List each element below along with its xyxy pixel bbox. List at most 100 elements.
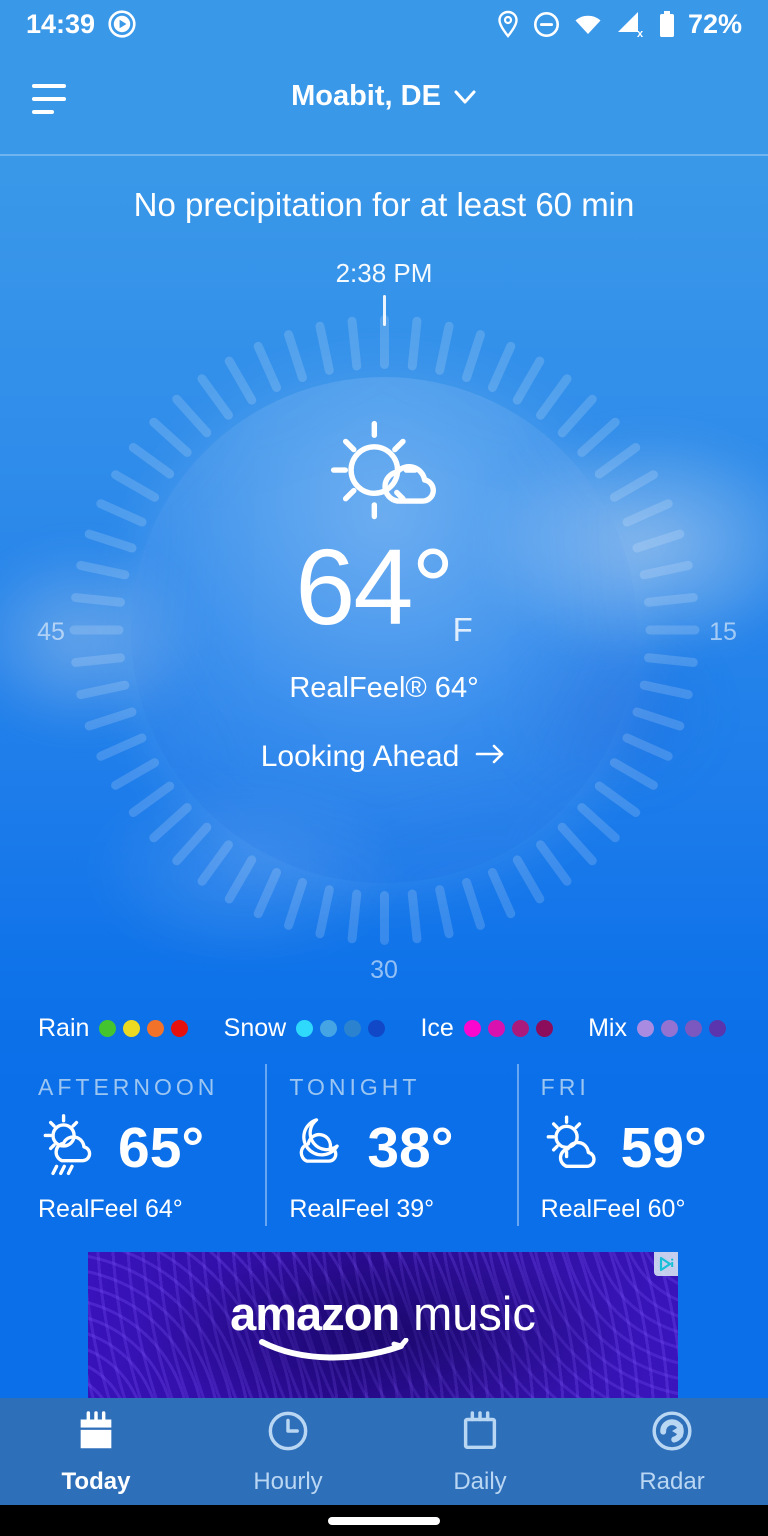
minute-tick [406,889,422,944]
moon-cloud-icon [289,1113,355,1184]
minute-tick [346,889,362,944]
minute-tick [486,340,517,394]
minute-tick [574,801,622,845]
minute-tick [222,853,258,906]
realfeel-value: RealFeel® 64° [289,672,479,704]
minute-tick [251,866,282,920]
minute-tick [510,354,546,407]
minute-tick [643,652,698,668]
minute-tick [108,468,161,504]
minute-tick [195,372,235,422]
current-time-marker [382,295,386,326]
looking-ahead-link[interactable]: Looking Ahead [0,740,768,774]
legend-dot [147,1019,165,1037]
nav-label: Today [61,1467,131,1495]
forecast-realfeel: RealFeel 64° [38,1195,183,1223]
minute-tick [126,441,176,481]
current-conditions-circle [131,377,637,883]
gesture-bar [0,1505,768,1536]
minute-tick [346,316,362,371]
calendar-icon [457,1408,503,1459]
forecast-panel-friday[interactable]: FRI 59° RealFeel 60° [516,1064,768,1226]
forecast-period: TONIGHT [289,1074,421,1100]
minute-tick [574,415,622,459]
battery-percent: 72% [687,8,742,39]
amazon-wordmark: amazon [230,1287,400,1340]
legend-dots [296,1019,386,1037]
legend-group-rain: Rain [38,1014,189,1043]
minute-tick [592,779,642,819]
minute-tick [607,468,660,504]
legend-group-mix: Mix [588,1014,726,1043]
minutecast-current-time: 2:38 PM [335,258,433,288]
legend-dot [99,1019,117,1037]
precipitation-legend: Rain Snow Ice Mix [0,1008,768,1048]
ad-banner[interactable]: amazon music [88,1252,678,1398]
minute-tick [94,497,148,528]
legend-label: Ice [420,1013,454,1042]
temperature-value: 64° [295,526,454,647]
looking-ahead-label: Looking Ahead [260,740,460,773]
minute-tick [314,884,335,940]
forecast-temp: 65° [118,1115,205,1180]
temperature-unit: F [452,611,473,648]
menu-button[interactable] [32,84,72,118]
sun-behind-cloud-icon [322,412,446,537]
chevron-down-icon [453,80,477,113]
cellular-signal-no-sim-icon: x [616,10,646,38]
legend-group-ice: Ice [420,1013,553,1043]
location-selector[interactable]: Moabit, DE [0,80,768,113]
nav-label: Radar [639,1467,705,1495]
nav-tab-today[interactable]: Today [0,1398,192,1505]
legend-label: Snow [223,1013,287,1042]
ad-choices-icon[interactable] [654,1252,678,1276]
music-wordmark: music [413,1287,536,1340]
nav-tab-radar[interactable]: Radar [576,1398,768,1505]
minute-tick [146,801,194,845]
minute-tick [195,838,235,888]
forecast-realfeel: RealFeel 60° [540,1195,686,1223]
minute-tick [169,820,213,868]
media-playing-icon [108,10,136,38]
bottom-navigation: Today Hourly Daily Radar [0,1398,768,1505]
do-not-disturb-icon [533,11,560,38]
forecast-period: FRI [540,1074,590,1100]
minute-tick [555,820,599,868]
home-pill[interactable] [328,1517,440,1525]
svg-text:x: x [637,28,644,38]
sun-cloud-rain-icon [38,1113,106,1184]
legend-dot [296,1019,314,1037]
minute-tick [620,497,674,528]
minute-tick [510,853,546,906]
battery-icon [659,10,675,38]
legend-dot [660,1019,678,1037]
legend-group-snow: Snow [224,1014,386,1043]
minute-tick [460,329,486,384]
forecast-panel-tonight[interactable]: TONIGHT 38° RealFeel 39° [265,1064,516,1226]
current-temperature: 64° F [0,526,768,648]
wifi-icon [573,11,603,37]
dial-label-45: 45 [37,618,65,646]
nav-tab-daily[interactable]: Daily [384,1398,576,1505]
calendar-today-icon [73,1408,119,1459]
nav-tab-hourly[interactable]: Hourly [192,1398,384,1505]
status-time: 14:39 [26,8,96,39]
nav-label: Hourly [253,1467,323,1495]
forecast-temp: 38° [367,1115,454,1180]
minute-tick [222,354,258,407]
legend-dot [535,1019,553,1037]
status-bar: 14:39 x 72% [0,0,768,48]
minute-tick [314,320,335,376]
minute-tick [433,320,454,376]
legend-dot [511,1019,529,1037]
precipitation-headline: No precipitation for at least 60 min [133,186,635,223]
minute-tick [486,866,517,920]
dial-label-30: 30 [370,956,398,984]
forecast-panel-afternoon[interactable]: AFTERNOON 65° [0,1064,265,1226]
minute-tick [592,441,642,481]
forecast-realfeel: RealFeel 39° [289,1195,435,1223]
minute-tick [126,779,176,819]
legend-dot [368,1019,386,1037]
app-bar: Moabit, DE [0,48,768,156]
minute-tick [630,706,685,732]
